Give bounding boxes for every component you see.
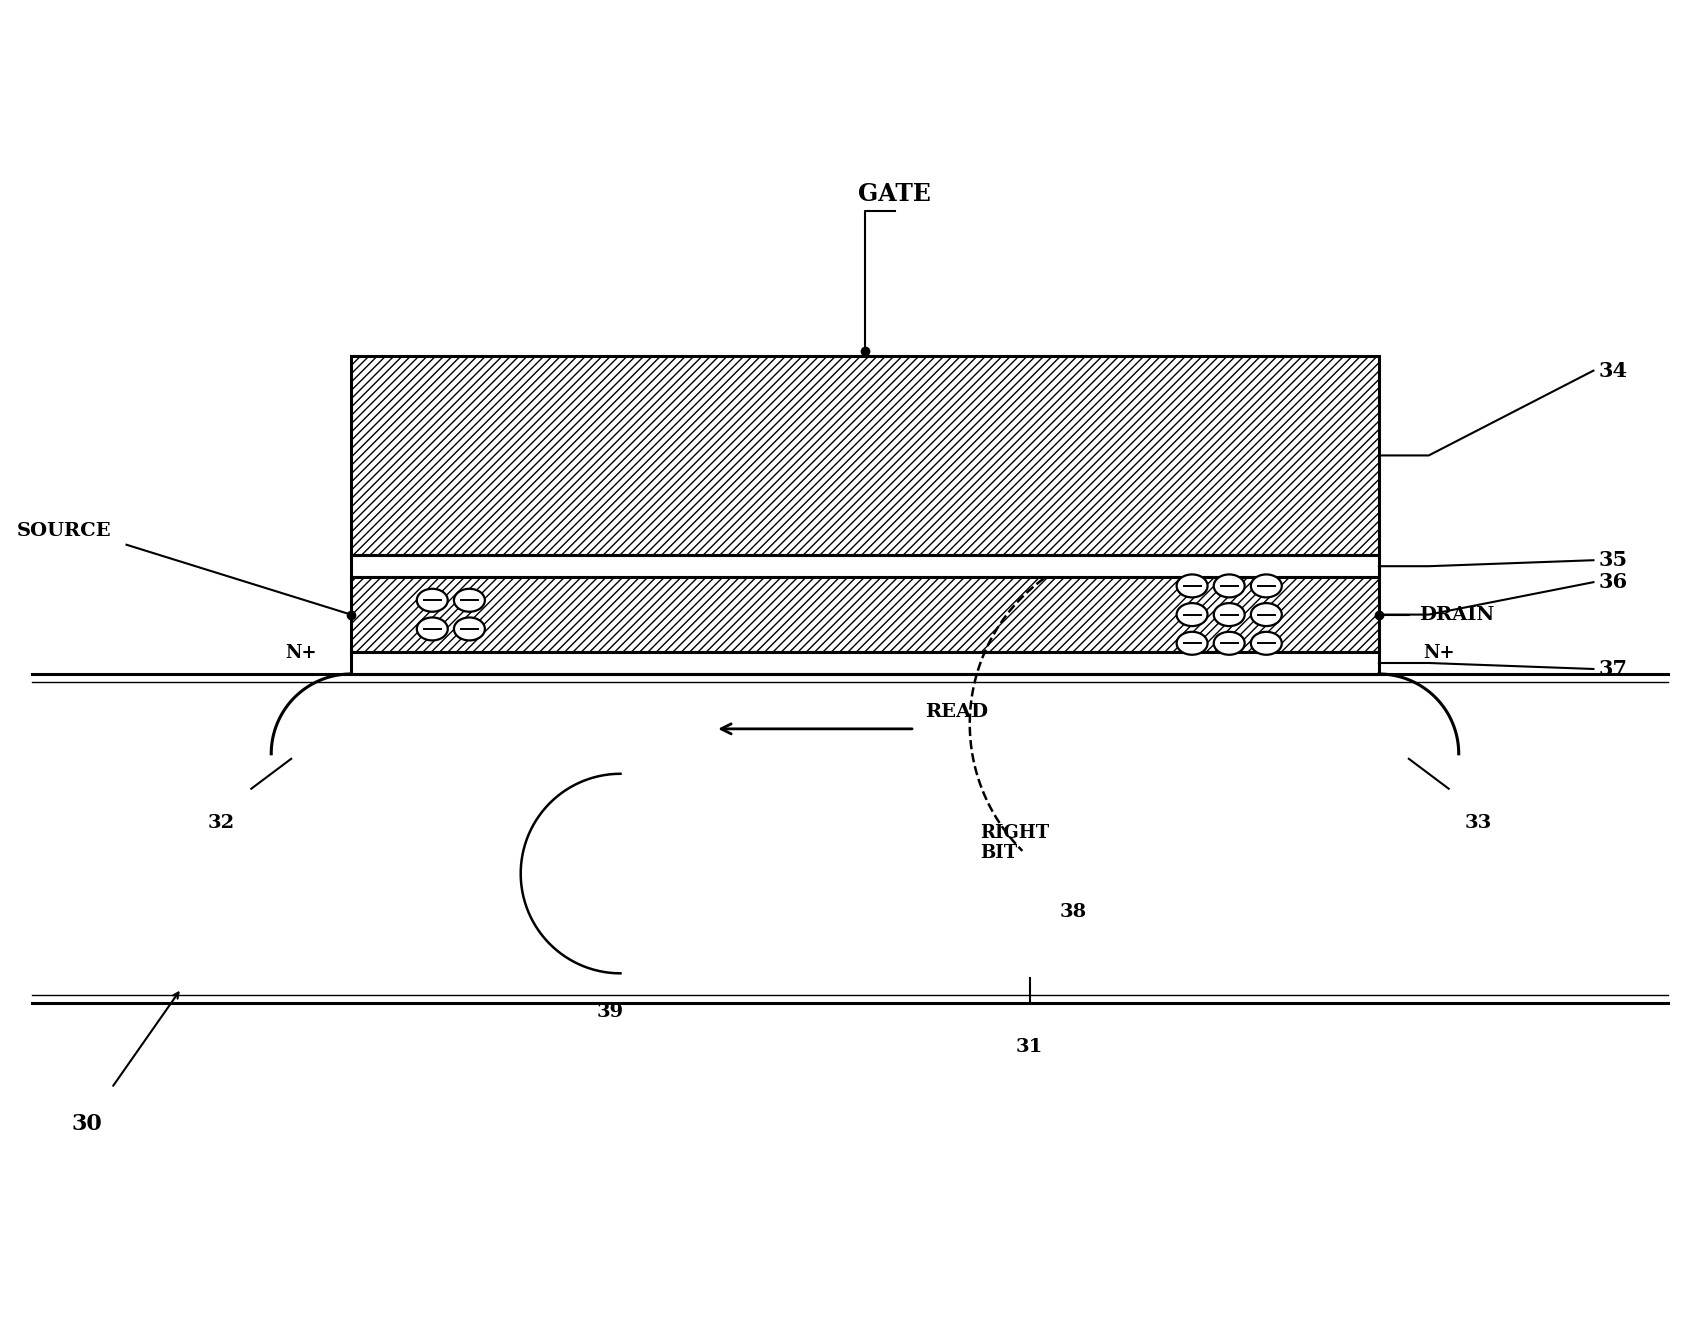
Bar — [351, 356, 1379, 555]
Ellipse shape — [1214, 575, 1245, 597]
Text: READ: READ — [924, 703, 987, 720]
Text: N+: N+ — [285, 643, 317, 662]
Ellipse shape — [1214, 632, 1245, 655]
Ellipse shape — [1214, 604, 1245, 626]
Bar — [351, 555, 1379, 577]
Ellipse shape — [416, 617, 448, 641]
Text: 31: 31 — [1016, 1038, 1043, 1057]
Text: 35: 35 — [1598, 551, 1628, 571]
Bar — [351, 651, 1379, 674]
Ellipse shape — [454, 617, 484, 641]
Ellipse shape — [1176, 632, 1207, 655]
Text: RIGHT
BIT: RIGHT BIT — [980, 824, 1049, 862]
Text: 33: 33 — [1465, 814, 1492, 831]
Ellipse shape — [1251, 575, 1282, 597]
Text: 39: 39 — [597, 1004, 624, 1021]
Ellipse shape — [416, 589, 448, 612]
Ellipse shape — [454, 589, 484, 612]
Text: 30: 30 — [72, 1113, 102, 1135]
Ellipse shape — [1176, 604, 1207, 626]
Text: N+: N+ — [1424, 643, 1454, 662]
Text: 37: 37 — [1598, 659, 1628, 679]
Bar — [351, 577, 1379, 651]
Text: 32: 32 — [208, 814, 235, 831]
Text: 34: 34 — [1598, 360, 1628, 380]
Ellipse shape — [1251, 632, 1282, 655]
Text: 36: 36 — [1598, 572, 1628, 592]
Text: 38: 38 — [1059, 903, 1086, 922]
Text: DRAIN: DRAIN — [1419, 605, 1494, 624]
Ellipse shape — [1251, 604, 1282, 626]
Text: GATE: GATE — [859, 181, 931, 207]
Ellipse shape — [1176, 575, 1207, 597]
Text: SOURCE: SOURCE — [17, 522, 111, 540]
